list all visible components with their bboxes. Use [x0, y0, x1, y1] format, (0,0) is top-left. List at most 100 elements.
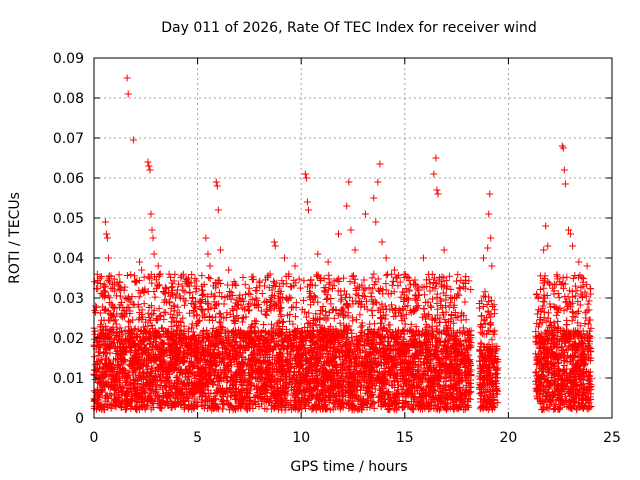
- data-point: [95, 351, 103, 359]
- data-point: [419, 254, 427, 262]
- data-point: [105, 400, 113, 408]
- data-point: [146, 166, 154, 174]
- data-point: [150, 250, 158, 258]
- data-point: [569, 242, 577, 250]
- data-point: [334, 230, 342, 238]
- data-point: [118, 390, 126, 398]
- data-point: [136, 258, 144, 266]
- data-point: [461, 336, 469, 344]
- data-point: [254, 358, 262, 366]
- data-point: [345, 178, 353, 186]
- data-point: [154, 262, 162, 270]
- data-point: [110, 396, 118, 404]
- data-point: [448, 394, 456, 402]
- data-point: [197, 343, 205, 351]
- data-point: [146, 340, 154, 348]
- data-point: [134, 332, 142, 340]
- data-point: [288, 374, 296, 382]
- data-point: [430, 170, 438, 178]
- data-point: [123, 271, 131, 279]
- data-point: [260, 380, 268, 388]
- data-point: [105, 254, 113, 262]
- data-point: [172, 374, 180, 382]
- data-point: [374, 178, 382, 186]
- data-point: [384, 364, 392, 372]
- data-point: [561, 180, 569, 188]
- data-point: [488, 262, 496, 270]
- data-point: [291, 262, 299, 270]
- data-point: [180, 379, 188, 387]
- data-point: [121, 326, 129, 334]
- data-point: [273, 379, 281, 387]
- data-point: [190, 331, 198, 339]
- data-point: [112, 403, 120, 411]
- data-point: [214, 381, 222, 389]
- data-point: [440, 246, 448, 254]
- data-point: [213, 182, 221, 190]
- data-point: [382, 254, 390, 262]
- data-point: [148, 226, 156, 234]
- data-point: [420, 364, 428, 372]
- data-point: [325, 351, 333, 359]
- data-point: [270, 238, 278, 246]
- data-point: [216, 310, 224, 318]
- data-point: [567, 230, 575, 238]
- data-point: [575, 258, 583, 266]
- data-point: [301, 170, 309, 178]
- data-point: [434, 190, 442, 198]
- data-point: [149, 234, 157, 242]
- data-point: [301, 395, 309, 403]
- data-point: [101, 218, 109, 226]
- data-point: [96, 393, 104, 401]
- data-point: [564, 226, 572, 234]
- data-point: [281, 254, 289, 262]
- data-point: [129, 136, 137, 144]
- data-point: [118, 327, 126, 335]
- data-point: [300, 391, 308, 399]
- data-point: [343, 202, 351, 210]
- data-point: [144, 158, 152, 166]
- data-point: [134, 356, 142, 364]
- chart-title: Day 011 of 2026, Rate Of TEC Index for r…: [161, 20, 536, 36]
- data-point: [318, 361, 326, 369]
- data-point: [435, 355, 443, 363]
- data-point: [123, 74, 131, 82]
- data-point: [480, 254, 488, 262]
- data-point: [583, 262, 591, 270]
- data-point: [324, 258, 332, 266]
- data-point: [432, 154, 440, 162]
- data-point: [361, 210, 369, 218]
- data-point: [310, 345, 318, 353]
- data-point: [280, 365, 288, 373]
- data-point: [245, 284, 253, 292]
- data-point: [302, 174, 310, 182]
- data-point: [103, 234, 111, 242]
- data-point: [121, 294, 129, 302]
- data-point: [370, 194, 378, 202]
- data-point: [559, 144, 567, 152]
- data-point: [145, 162, 153, 170]
- data-point: [338, 295, 346, 303]
- data-point: [206, 262, 214, 270]
- data-point: [314, 250, 322, 258]
- data-point: [350, 279, 358, 287]
- data-point: [290, 371, 298, 379]
- data-point: [201, 345, 209, 353]
- data-point: [214, 206, 222, 214]
- data-point: [264, 366, 272, 374]
- data-point: [376, 160, 384, 168]
- data-point: [461, 298, 469, 306]
- data-point: [177, 367, 185, 375]
- data-point: [414, 332, 422, 340]
- data-point: [427, 387, 435, 395]
- data-point: [560, 166, 568, 174]
- data-point: [347, 226, 355, 234]
- data-point: [296, 284, 304, 292]
- data-point: [147, 210, 155, 218]
- data-point: [225, 329, 233, 337]
- data-point: [437, 329, 445, 337]
- data-point: [102, 230, 110, 238]
- data-point: [368, 274, 376, 282]
- data-point: [270, 356, 278, 364]
